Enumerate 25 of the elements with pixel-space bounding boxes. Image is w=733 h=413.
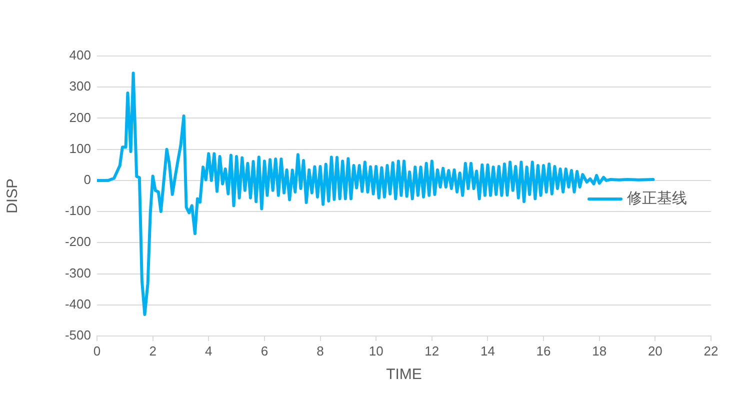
x-tick-label: 2: [149, 343, 156, 358]
x-tick-label: 10: [368, 343, 384, 358]
x-tick-label: 20: [648, 343, 662, 358]
x-tick-label: 22: [704, 343, 718, 358]
legend-label: 修正基线: [627, 190, 687, 208]
x-tick-label: 18: [592, 343, 607, 358]
y-tick-label: 400: [69, 48, 91, 63]
x-tick-label: 0: [93, 343, 101, 358]
y-tick-label: 200: [69, 110, 91, 125]
x-tick-label: 12: [424, 343, 440, 358]
x-tick-label: 4: [205, 343, 212, 358]
x-axis-title: TIME: [386, 366, 422, 384]
x-tick-label: 6: [260, 343, 268, 358]
y-tick-label: -100: [64, 203, 91, 218]
x-tick-label: 16: [536, 343, 551, 358]
y-tick-label: 0: [84, 172, 91, 188]
x-tick-label: 14: [480, 343, 495, 358]
y-tick-label: -400: [64, 296, 91, 312]
y-tick-label: -200: [64, 234, 91, 250]
y-tick-label: -500: [64, 328, 91, 343]
y-tick-label: -300: [64, 265, 91, 280]
y-axis-title: DISP: [4, 178, 22, 214]
x-tick-label: 8: [316, 343, 324, 358]
y-tick-label: 100: [69, 140, 91, 156]
y-tick-label: 300: [69, 78, 91, 94]
